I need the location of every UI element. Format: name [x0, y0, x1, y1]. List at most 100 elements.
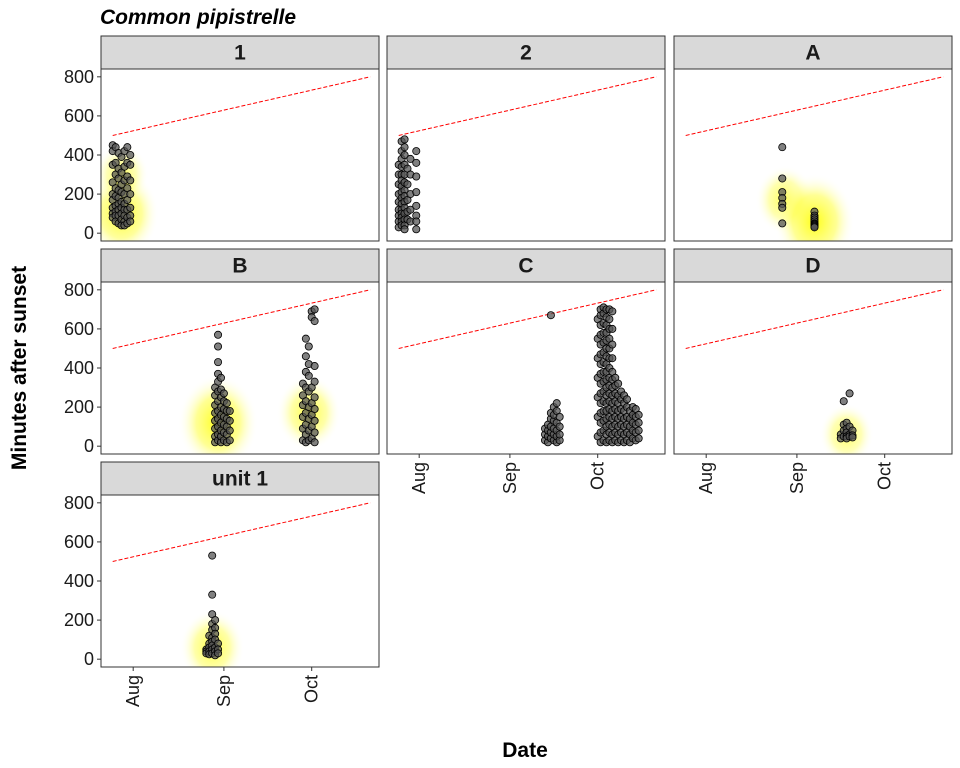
dashed-reference-line — [685, 289, 944, 349]
data-point — [634, 418, 643, 427]
panel-border — [673, 281, 953, 455]
data-point — [225, 406, 234, 415]
data-point — [216, 373, 225, 382]
data-point — [605, 315, 614, 324]
data-point — [310, 362, 319, 371]
x-tick-label: Oct — [588, 462, 608, 490]
data-point — [778, 143, 787, 152]
x-tick-label: Sep — [787, 462, 807, 494]
data-point — [403, 180, 412, 189]
data-point — [208, 590, 217, 599]
data-point — [310, 317, 319, 326]
data-point — [412, 217, 421, 226]
facet-strip-d — [673, 248, 953, 283]
data-point — [634, 426, 643, 435]
facet-label-b: B — [232, 255, 247, 278]
data-point — [555, 430, 564, 439]
data-point — [622, 395, 631, 404]
data-point — [225, 426, 234, 435]
facet-label-c: C — [518, 255, 533, 278]
x-tick-label: Oct — [302, 675, 322, 703]
data-point — [301, 352, 310, 361]
facet-strip-2 — [386, 35, 666, 70]
data-point — [310, 428, 319, 437]
plot-area-2 — [387, 69, 665, 241]
dashed-reference-line — [398, 289, 657, 349]
data-point — [555, 422, 564, 431]
data-point — [555, 412, 564, 421]
facet-label-unit-1: unit 1 — [212, 468, 268, 491]
x-tick-label: Sep — [500, 462, 520, 494]
data-point — [400, 225, 409, 234]
data-point — [208, 551, 217, 560]
y-tick-label: 600 — [64, 532, 94, 552]
y-tick-label: 800 — [64, 67, 94, 87]
data-point — [123, 143, 132, 152]
data-point — [839, 397, 848, 406]
x-tick-label: Aug — [409, 462, 429, 494]
panel-b: B 0 200 400 600 800 — [64, 248, 380, 456]
panel-border — [673, 68, 953, 242]
data-point — [778, 203, 787, 212]
data-point — [546, 311, 555, 320]
data-point — [845, 389, 854, 398]
facet-strip-1 — [100, 35, 380, 70]
data-point — [400, 150, 409, 159]
plot-area-c — [387, 282, 665, 454]
x-tick-label: Oct — [875, 462, 895, 490]
data-point — [304, 342, 313, 351]
plot-area-b — [101, 282, 379, 454]
y-tick-label: 200 — [64, 397, 94, 417]
panel-1: 1 0 200 400 600 800 — [64, 35, 380, 243]
panel-unit-1: unit 1 0 200 400 600 800 Aug Sep Oct — [64, 461, 380, 707]
x-axis-title: Date — [502, 739, 548, 762]
y-tick-label: 0 — [84, 649, 94, 669]
dashed-reference-line — [112, 289, 371, 349]
data-point — [848, 433, 857, 442]
y-tick-label: 400 — [64, 145, 94, 165]
data-point — [310, 438, 319, 447]
plot-area-d — [674, 282, 952, 454]
data-point — [634, 434, 643, 443]
y-tick-label: 0 — [84, 436, 94, 456]
data-point — [412, 147, 421, 156]
y-tick-label: 400 — [64, 571, 94, 591]
data-point — [412, 158, 421, 167]
y-tick-label: 600 — [64, 106, 94, 126]
panel-c: C Aug Sep Oct — [386, 248, 666, 494]
facet-strip-b — [100, 248, 380, 283]
data-point — [608, 354, 617, 363]
data-point — [126, 160, 135, 169]
data-point — [412, 188, 421, 197]
facet-label-2: 2 — [520, 42, 532, 65]
x-tick-label: Aug — [123, 675, 143, 707]
data-point — [304, 371, 313, 380]
data-point — [211, 616, 220, 625]
data-point — [406, 205, 415, 214]
data-point — [608, 307, 617, 316]
panel-background — [387, 69, 665, 241]
panel-d: D Aug Sep Oct — [673, 248, 953, 494]
data-point — [301, 334, 310, 343]
data-point — [225, 436, 234, 445]
x-tick-label: Sep — [214, 675, 234, 707]
data-point — [400, 143, 409, 152]
data-point — [412, 172, 421, 181]
data-point — [214, 358, 223, 367]
dashed-reference-line — [112, 502, 371, 562]
density-blob — [774, 173, 855, 241]
plot-area-a — [674, 69, 952, 241]
panel-border — [386, 68, 666, 242]
data-point — [412, 201, 421, 210]
facet-strip-c — [386, 248, 666, 283]
data-point — [412, 225, 421, 234]
facet-strip-unit-1 — [100, 461, 380, 496]
y-tick-label: 800 — [64, 493, 94, 513]
y-tick-label: 800 — [64, 280, 94, 300]
data-point — [552, 399, 561, 408]
data-point — [310, 405, 319, 414]
data-point — [126, 190, 135, 199]
facet-label-d: D — [805, 255, 820, 278]
y-tick-label: 200 — [64, 184, 94, 204]
plot-area-unit-1 — [101, 495, 379, 667]
